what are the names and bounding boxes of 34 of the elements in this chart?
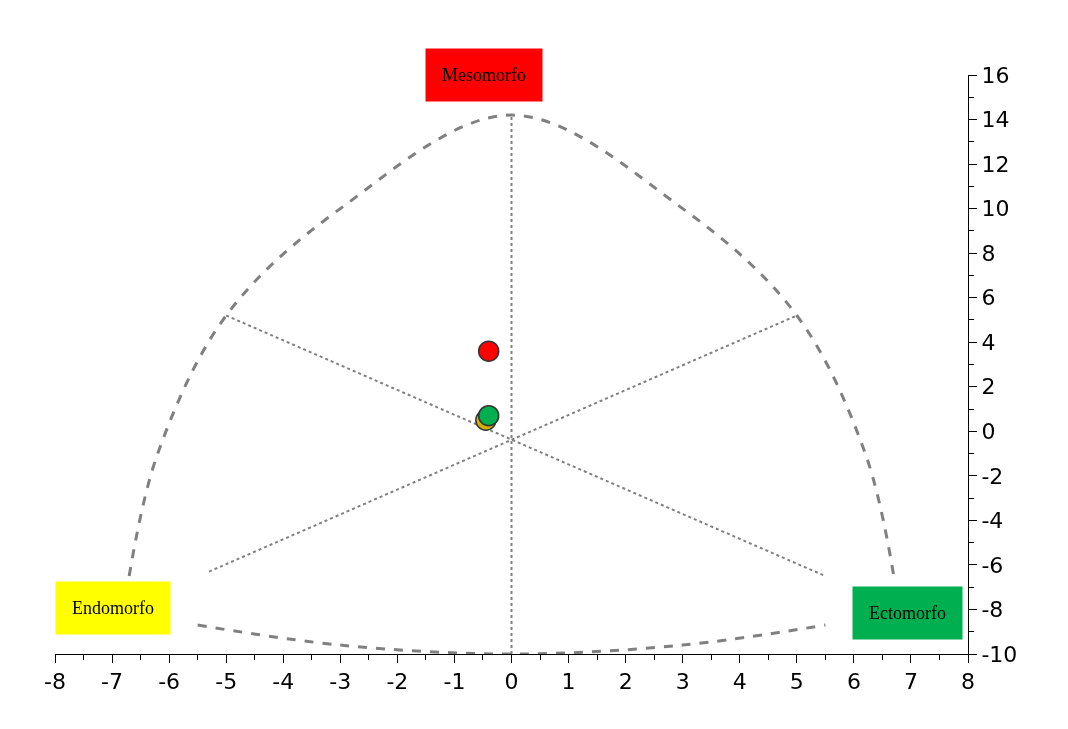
y-tick-label: -10 xyxy=(981,641,1018,667)
x-tick-label: -3 xyxy=(329,669,352,695)
y-tick-label: 14 xyxy=(981,107,1010,133)
x-tick-label: 6 xyxy=(846,669,861,695)
y-tick-label: -2 xyxy=(981,463,1004,489)
x-tick-label: 0 xyxy=(504,669,519,695)
y-tick-label: 6 xyxy=(981,285,996,311)
annotation: Mesomorfo xyxy=(442,65,526,85)
x-tick-label: -5 xyxy=(215,669,238,695)
y-tick-label: 8 xyxy=(981,240,996,266)
x-tick-label: -2 xyxy=(386,669,409,695)
x-tick-label: 3 xyxy=(675,669,690,695)
annotation: Endomorfo xyxy=(72,598,154,618)
x-tick-label: -1 xyxy=(443,669,466,695)
x-tick-label: -6 xyxy=(158,669,181,695)
x-tick-label: -7 xyxy=(101,669,124,695)
y-tick-label: 2 xyxy=(981,374,996,400)
y-tick-label: 0 xyxy=(981,419,996,445)
x-tick-label: 4 xyxy=(732,669,747,695)
x-tick-label: -8 xyxy=(44,669,66,695)
x-tick-label: 5 xyxy=(789,669,804,695)
x-tick-label: 1 xyxy=(561,669,576,695)
x-tick-label: -4 xyxy=(272,669,295,695)
x-tick-label: 7 xyxy=(903,669,918,695)
y-tick-label: 16 xyxy=(981,62,1010,88)
y-tick-label: 10 xyxy=(981,196,1010,222)
y-tick-label: 4 xyxy=(981,329,996,355)
x-tick-label: 2 xyxy=(618,669,633,695)
y-tick-label: -8 xyxy=(981,597,1004,623)
y-tick-label: 12 xyxy=(981,151,1010,177)
y-tick-label: -4 xyxy=(981,508,1004,534)
y-tick-label: -6 xyxy=(981,552,1004,578)
annotation: Ectomorfo xyxy=(869,603,946,623)
x-tick-label: 8 xyxy=(961,669,975,695)
